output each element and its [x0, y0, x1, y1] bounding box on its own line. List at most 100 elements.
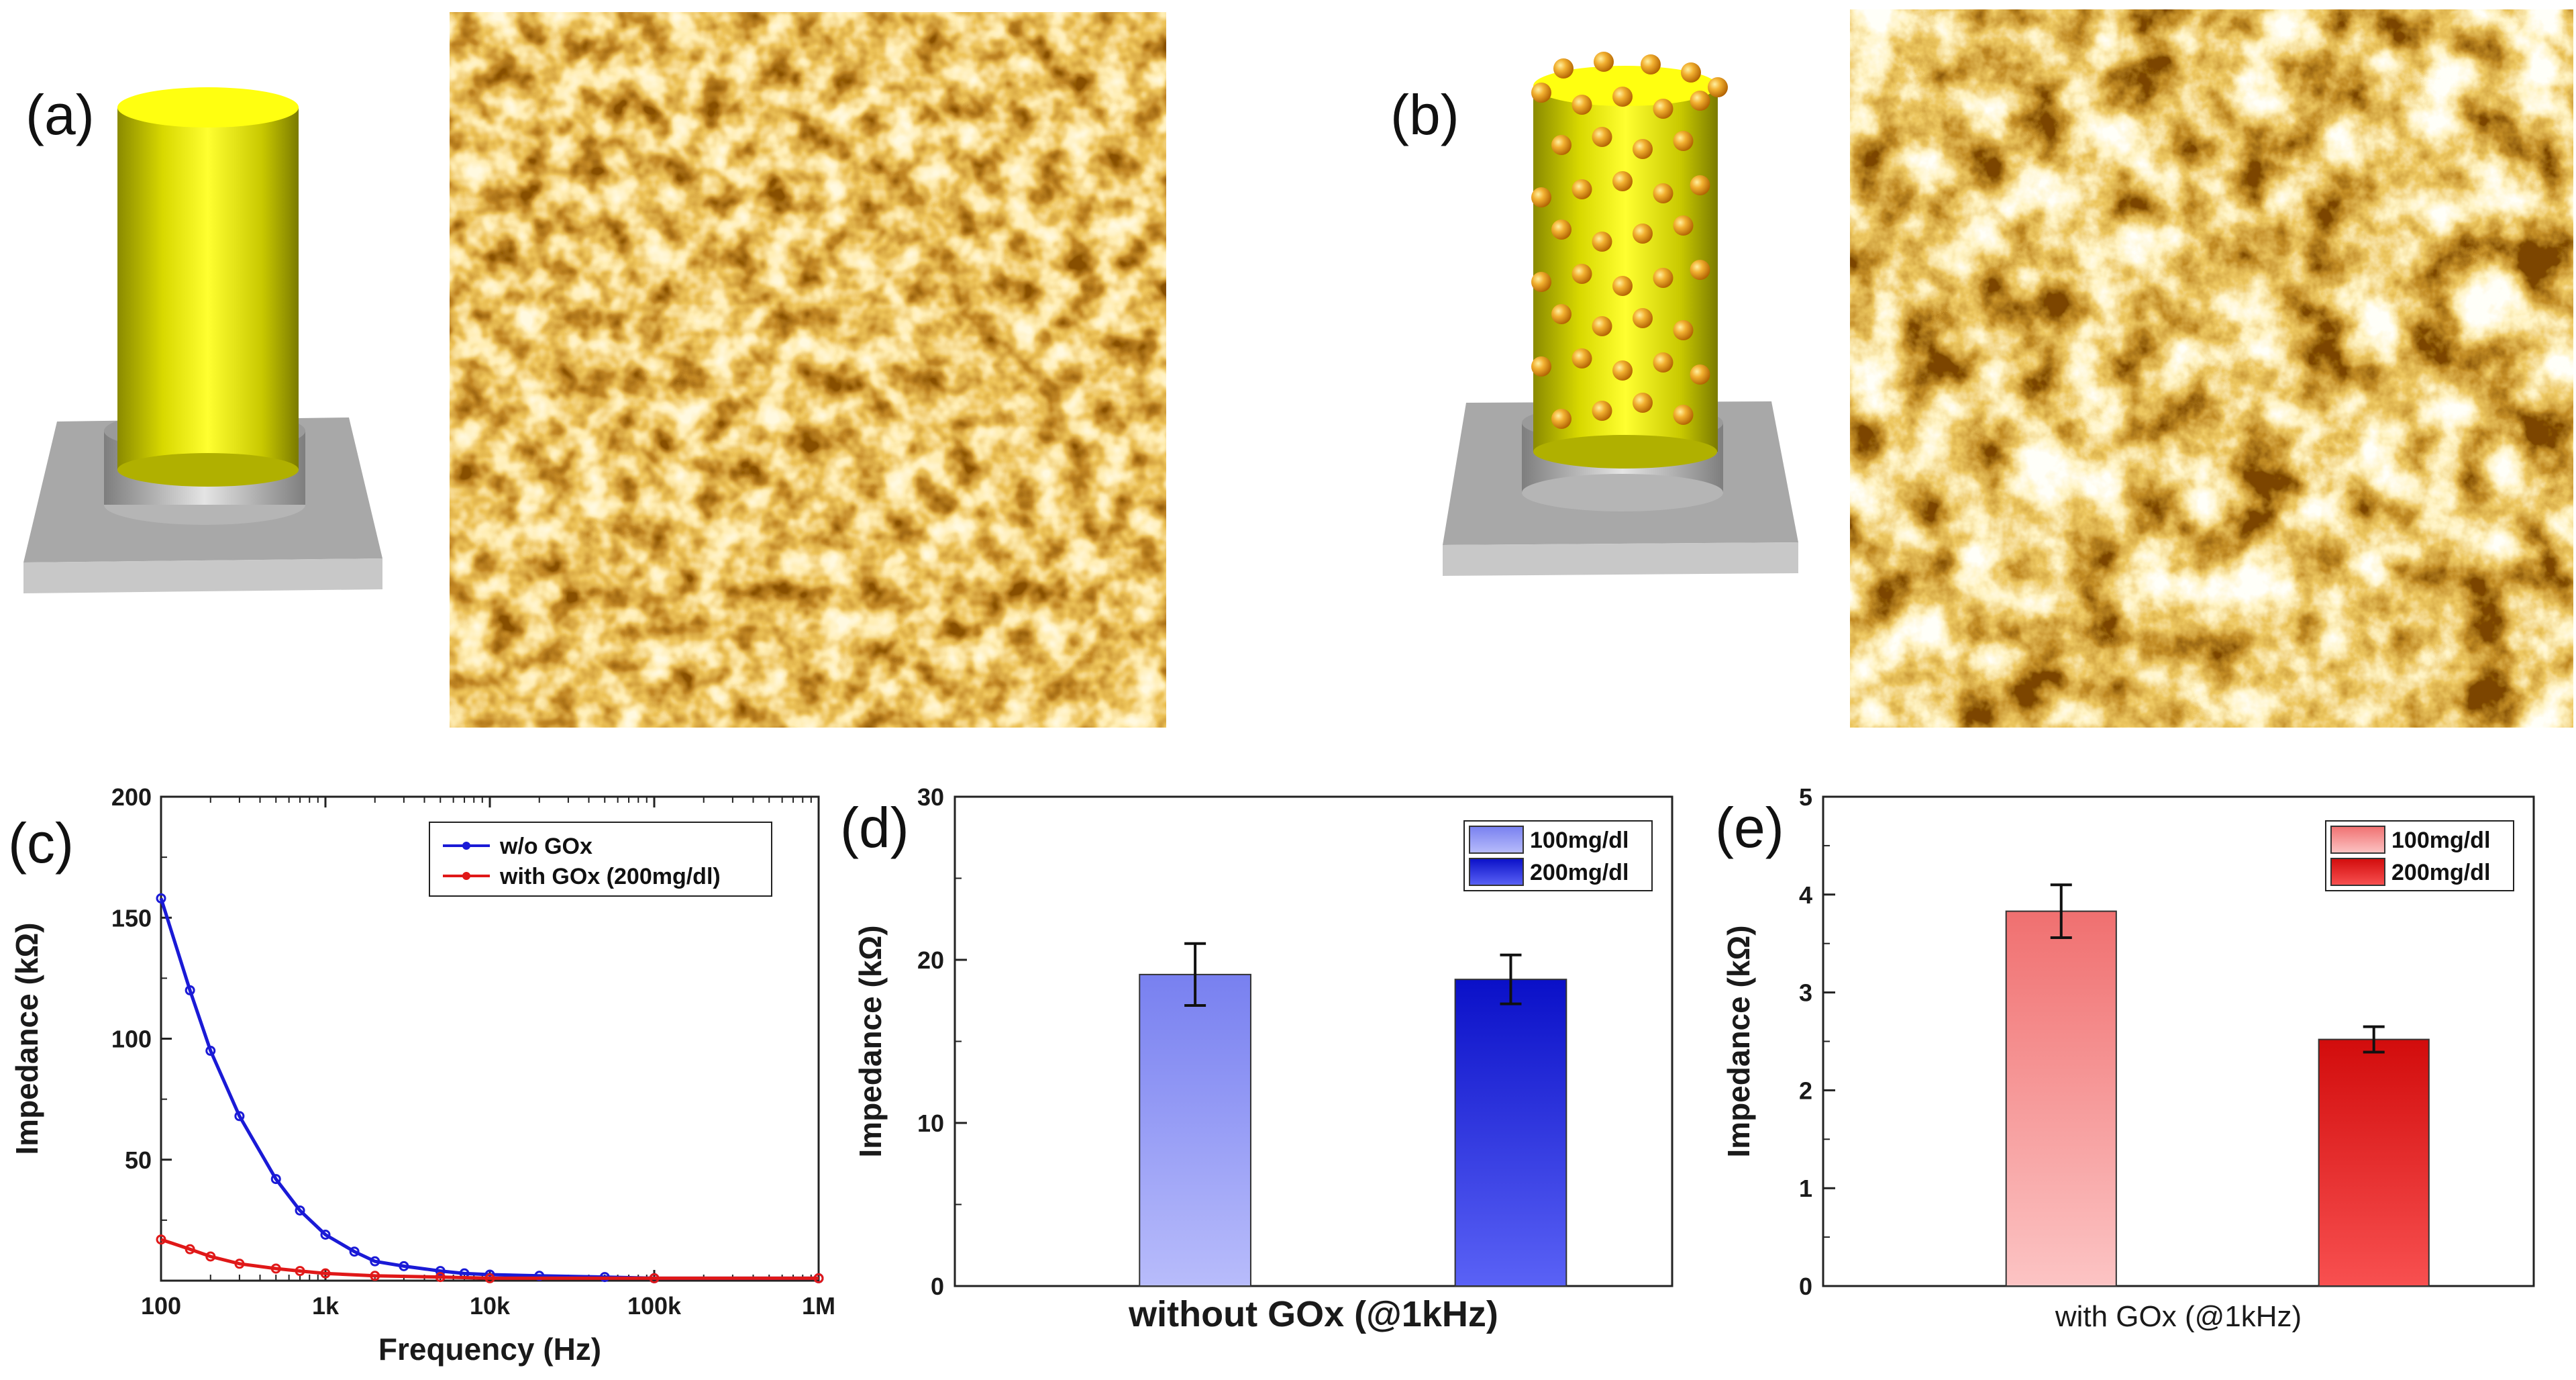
- gox-nanoparticle: [1592, 316, 1612, 336]
- x-tick-label: 100k: [627, 1292, 682, 1320]
- legend-box: [429, 822, 772, 897]
- gox-nanoparticle: [1633, 393, 1653, 413]
- x-tick-label: 1k: [312, 1292, 340, 1320]
- y-tick-label: 0: [931, 1273, 944, 1300]
- data-point: [484, 1273, 495, 1283]
- data-point: [813, 1273, 824, 1283]
- legend-label: 200mg/dl: [2391, 860, 2490, 885]
- x-axis-title: without GOx (@1kHz): [1128, 1294, 1498, 1334]
- yellow-cylinder-bottom: [1533, 435, 1717, 469]
- y-tick-label: 30: [917, 783, 944, 811]
- gox-nanoparticle: [1551, 135, 1572, 155]
- gox-nanoparticle: [1681, 62, 1701, 83]
- data-point: [295, 1266, 305, 1277]
- x-axis-title: with GOx (@1kHz): [2055, 1300, 2302, 1333]
- gox-nanoparticle: [1673, 215, 1694, 236]
- panel-b: (b): [1390, 9, 2573, 728]
- data-point: [205, 1251, 216, 1262]
- gox-nanoparticle: [1572, 348, 1592, 368]
- y-tick-label: 1: [1799, 1175, 1812, 1202]
- gox-nanoparticle: [1612, 360, 1633, 381]
- panel-a: (a): [23, 12, 1166, 728]
- substrate-edge: [23, 558, 382, 593]
- y-tick-label: 3: [1799, 979, 1812, 1007]
- data-point: [185, 985, 195, 995]
- data-point: [435, 1266, 446, 1277]
- x-tick-label: 10k: [470, 1292, 511, 1320]
- data-point: [370, 1271, 380, 1281]
- y-tick-label: 0: [1799, 1273, 1812, 1300]
- x-tick-label: 100: [141, 1292, 181, 1320]
- gox-nanoparticle: [1551, 304, 1572, 324]
- legend-swatch: [2330, 858, 2385, 886]
- data-point: [320, 1268, 331, 1279]
- gox-nanoparticle: [1572, 179, 1592, 199]
- legend-label: 100mg/dl: [2391, 828, 2490, 853]
- gox-nanoparticle: [1633, 308, 1653, 328]
- panel-e-label: (e): [1715, 796, 1784, 859]
- yellow-cylinder-body: [117, 107, 299, 470]
- gox-nanoparticle: [1551, 409, 1572, 429]
- y-tick-label: 20: [917, 946, 944, 974]
- y-tick-label: 200: [111, 783, 152, 811]
- gox-nanoparticle: [1690, 260, 1710, 280]
- data-point: [185, 1244, 195, 1254]
- gox-nanoparticle: [1673, 320, 1694, 340]
- gox-nanoparticle: [1612, 87, 1633, 107]
- electrode-illustration-b: [1443, 52, 1798, 576]
- gox-nanoparticle: [1612, 171, 1633, 191]
- y-tick-label: 2: [1799, 1077, 1812, 1104]
- electrode-illustration-a: [23, 87, 382, 593]
- panel-a-label: (a): [25, 83, 95, 146]
- gox-nanoparticle: [1572, 95, 1592, 115]
- legend-marker: [462, 872, 470, 880]
- data-point: [156, 1234, 166, 1245]
- y-tick-label: 150: [111, 904, 152, 932]
- legend-label: w/o GOx: [499, 834, 593, 859]
- legend-swatch: [2330, 826, 2385, 854]
- gox-nanoparticle: [1633, 139, 1653, 159]
- legend-swatch: [1469, 826, 1524, 854]
- gox-nanoparticle: [1572, 264, 1592, 284]
- chart-c-impedance-vs-frequency: 100 1k 10k 100k 1M 50 100 150 200 w/o GOx with GOx…: [8, 783, 835, 1367]
- gox-nanoparticle: [1531, 187, 1551, 207]
- substrate-edge: [1443, 542, 1798, 576]
- y-tick-label: 100: [111, 1026, 152, 1053]
- base-cylinder-bottom: [1522, 474, 1723, 511]
- panel-b-label: (b): [1390, 83, 1459, 146]
- gox-nanoparticle: [1592, 232, 1612, 252]
- data-point: [370, 1256, 380, 1267]
- x-tick-label: 1M: [802, 1292, 835, 1320]
- y-axis-title: Impedance (kΩ): [1721, 925, 1756, 1157]
- legend-label: 100mg/dl: [1530, 828, 1629, 853]
- chart-d-without-gox: 0 10 20 30 100mg/dl 200mg/dl without GOx (@1kH…: [840, 783, 1673, 1334]
- gox-nanoparticle: [1708, 77, 1728, 97]
- gox-nanoparticle: [1653, 268, 1673, 288]
- afm-image-a: [450, 12, 1166, 728]
- legend-label: 200mg/dl: [1530, 860, 1629, 885]
- data-point: [270, 1174, 281, 1185]
- series-line-without-gox: [159, 897, 819, 1280]
- gox-nanoparticle: [1531, 83, 1551, 103]
- gox-nanoparticle: [1690, 175, 1710, 195]
- data-point: [320, 1230, 331, 1240]
- data-point: [435, 1272, 446, 1283]
- gox-nanoparticle: [1690, 364, 1710, 385]
- bar-200mgdl: [2318, 1038, 2430, 1287]
- gox-nanoparticle: [1641, 54, 1661, 75]
- gox-nanoparticle: [1673, 131, 1694, 151]
- legend-marker: [462, 842, 470, 850]
- data-point: [399, 1261, 409, 1271]
- data-point: [349, 1246, 360, 1257]
- y-tick-label: 50: [125, 1146, 152, 1174]
- gox-nanoparticle: [1594, 52, 1614, 72]
- gox-nanoparticle: [1531, 356, 1551, 377]
- yellow-cylinder-bottom: [117, 453, 299, 487]
- gox-nanoparticle: [1653, 99, 1673, 119]
- legend-swatch: [1469, 858, 1524, 886]
- gox-nanoparticle: [1531, 272, 1551, 292]
- gox-nanoparticle: [1633, 224, 1653, 244]
- panel-d-label: (d): [840, 796, 909, 859]
- gox-nanoparticle: [1653, 183, 1673, 203]
